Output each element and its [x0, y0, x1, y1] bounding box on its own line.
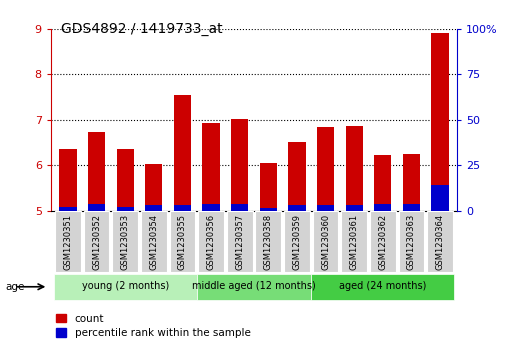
Text: GSM1230361: GSM1230361: [350, 213, 359, 270]
Bar: [431, 33, 449, 211]
Bar: [289, 142, 305, 211]
Bar: [174, 205, 191, 211]
FancyBboxPatch shape: [311, 274, 454, 300]
Text: GDS4892 / 1419733_at: GDS4892 / 1419733_at: [61, 22, 223, 36]
Bar: [374, 204, 391, 211]
FancyBboxPatch shape: [197, 274, 311, 300]
Bar: [145, 164, 163, 211]
Bar: [145, 205, 163, 211]
Text: GSM1230364: GSM1230364: [435, 213, 444, 270]
Bar: [59, 149, 77, 211]
Text: GSM1230357: GSM1230357: [235, 213, 244, 270]
FancyBboxPatch shape: [55, 211, 81, 272]
Legend: count, percentile rank within the sample: count, percentile rank within the sample: [56, 314, 250, 338]
Bar: [260, 208, 277, 211]
Bar: [203, 123, 219, 211]
Text: GSM1230359: GSM1230359: [293, 213, 301, 270]
Bar: [403, 154, 420, 211]
Bar: [345, 126, 363, 211]
FancyBboxPatch shape: [112, 211, 138, 272]
Text: GSM1230358: GSM1230358: [264, 213, 273, 270]
Text: GSM1230360: GSM1230360: [321, 213, 330, 270]
FancyBboxPatch shape: [54, 274, 197, 300]
Text: GSM1230355: GSM1230355: [178, 213, 187, 270]
FancyBboxPatch shape: [256, 211, 281, 272]
Bar: [345, 205, 363, 211]
Bar: [403, 204, 420, 211]
FancyBboxPatch shape: [198, 211, 224, 272]
Text: age: age: [5, 282, 24, 292]
Bar: [88, 204, 105, 211]
FancyBboxPatch shape: [399, 211, 424, 272]
FancyBboxPatch shape: [227, 211, 252, 272]
FancyBboxPatch shape: [312, 211, 338, 272]
Bar: [88, 132, 105, 211]
Bar: [317, 205, 334, 211]
Bar: [117, 149, 134, 211]
FancyBboxPatch shape: [427, 211, 453, 272]
Bar: [203, 204, 219, 211]
FancyBboxPatch shape: [141, 211, 167, 272]
Bar: [431, 185, 449, 211]
Text: aged (24 months): aged (24 months): [339, 281, 427, 291]
FancyBboxPatch shape: [170, 211, 196, 272]
Bar: [59, 207, 77, 211]
Text: GSM1230363: GSM1230363: [407, 213, 416, 270]
Text: GSM1230351: GSM1230351: [64, 213, 73, 270]
Bar: [117, 207, 134, 211]
Text: GSM1230353: GSM1230353: [121, 213, 130, 270]
FancyBboxPatch shape: [84, 211, 109, 272]
Bar: [260, 163, 277, 211]
Text: middle aged (12 months): middle aged (12 months): [192, 281, 316, 291]
Bar: [174, 95, 191, 211]
Text: GSM1230356: GSM1230356: [207, 213, 215, 270]
Text: GSM1230362: GSM1230362: [378, 213, 387, 270]
Text: GSM1230354: GSM1230354: [149, 213, 158, 270]
Text: young (2 months): young (2 months): [82, 281, 169, 291]
Text: GSM1230352: GSM1230352: [92, 213, 101, 270]
FancyBboxPatch shape: [284, 211, 310, 272]
FancyBboxPatch shape: [370, 211, 396, 272]
Bar: [289, 205, 305, 211]
Bar: [231, 119, 248, 211]
FancyBboxPatch shape: [341, 211, 367, 272]
Bar: [317, 127, 334, 211]
Bar: [374, 155, 391, 211]
Bar: [231, 204, 248, 211]
